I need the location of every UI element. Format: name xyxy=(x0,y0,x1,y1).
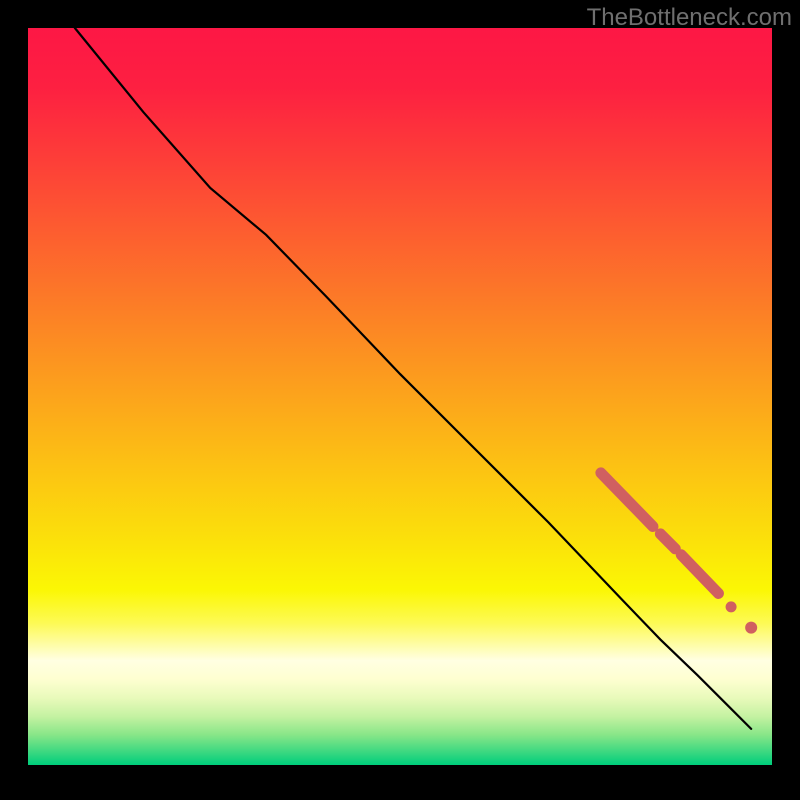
bottom-black-band xyxy=(28,765,772,772)
gradient-background xyxy=(28,28,772,772)
attribution-text: TheBottleneck.com xyxy=(560,4,792,32)
chart-svg xyxy=(0,0,800,800)
